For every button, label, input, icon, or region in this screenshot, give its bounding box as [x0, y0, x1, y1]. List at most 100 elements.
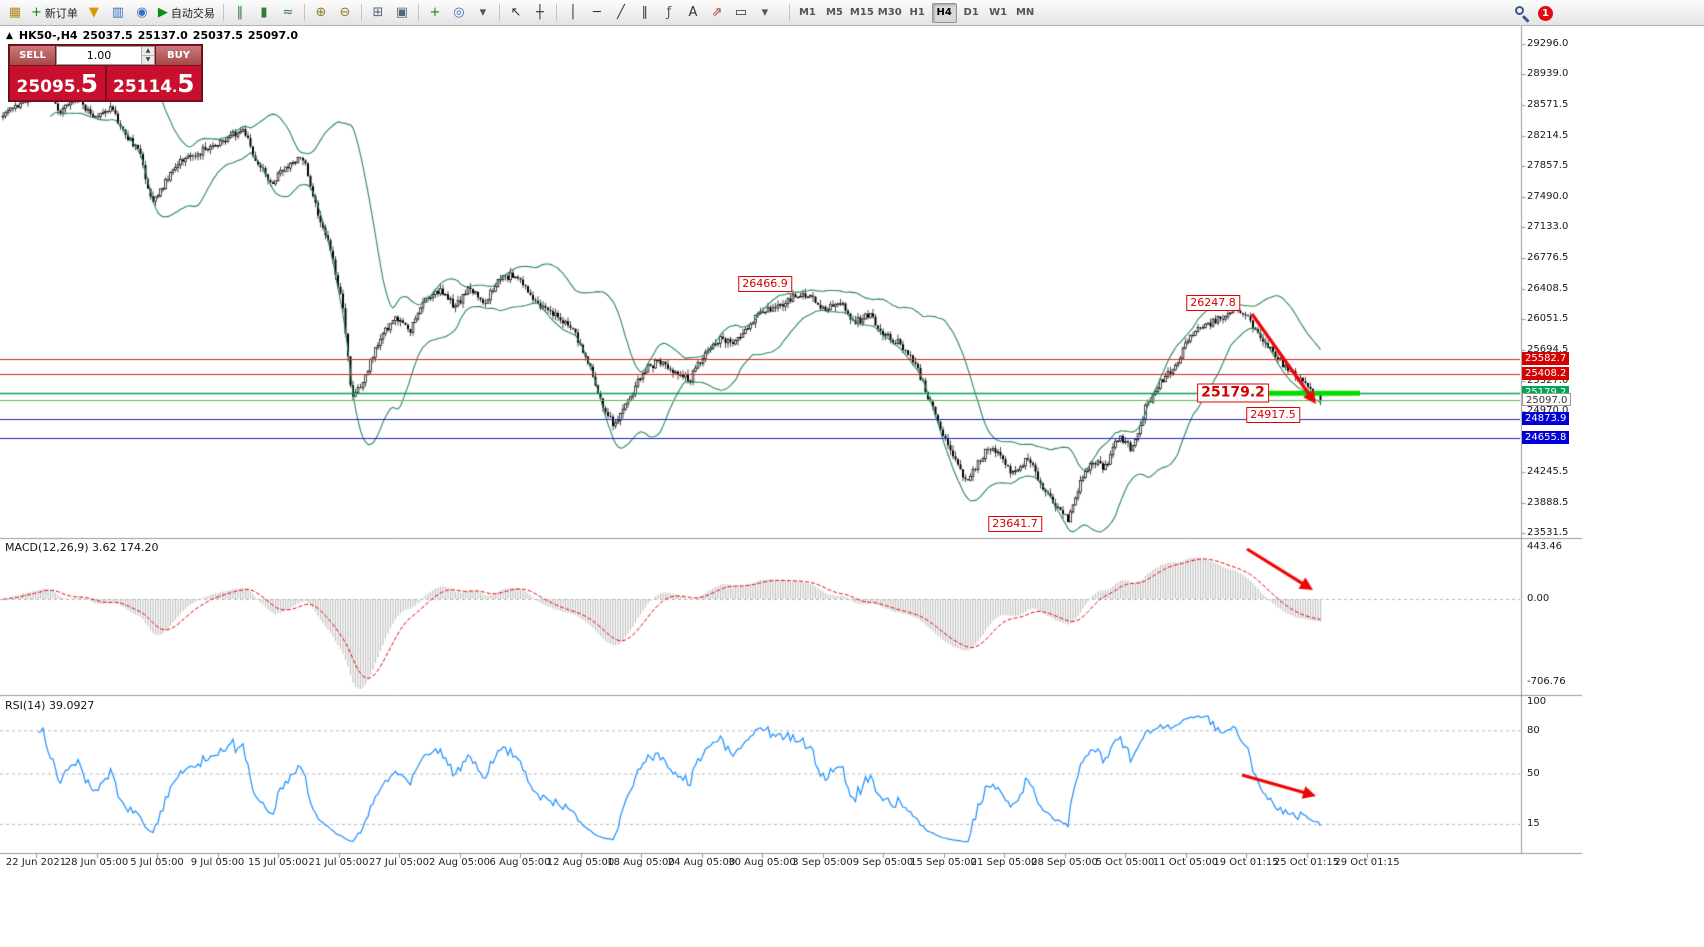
toolbar-separator: [498, 4, 500, 21]
bar-chart-button[interactable]: ‖: [229, 2, 251, 24]
toolbar-button-groups: ▦ + 新订单 ▼ ▥ ◉ ▶ 自动交易 ‖ ▮ ≈ ⊕ ⊖ ⊞ ▣ + ◎ ▾ ↖ ┼ │ ─ ╱ ∥ ƒ A ⇗ ▭ ▾: [3, 2, 777, 24]
candlestick-chart-button[interactable]: ▮: [253, 2, 275, 24]
toolbar-separator: [788, 4, 790, 21]
fibonacci-button[interactable]: ƒ: [658, 2, 680, 24]
volume-stepper: 1.00 ▲ ▼: [56, 46, 155, 65]
autotrading-icon: ▶: [157, 5, 168, 20]
periods-button[interactable]: ◎: [448, 2, 470, 24]
zoom-out-icon: ⊖: [339, 5, 351, 20]
macd-indicator-label: MACD(12,26,9) 3.62 174.20: [5, 541, 159, 554]
fibonacci-icon: ƒ: [666, 5, 672, 20]
sell-price-main: 25095: [16, 77, 76, 97]
tile-windows-icon: ⊞: [372, 5, 384, 20]
search-icon-handle: [1522, 15, 1530, 23]
quote-close: 25097.0: [247, 29, 299, 42]
timeframe-m15[interactable]: M15: [849, 7, 874, 18]
volume-spin-buttons: ▲ ▼: [141, 47, 154, 64]
vertical-line-icon: │: [568, 5, 577, 20]
sell-button[interactable]: SELL: [10, 46, 55, 65]
timeframe-h4[interactable]: H4: [931, 2, 957, 23]
buy-price-dot: .: [172, 81, 178, 96]
one-click-trading-panel: SELL 1.00 ▲ ▼ BUY 25095. 5 25114. 5: [8, 44, 203, 102]
oneclick-collapse-icon[interactable]: ▲: [6, 30, 13, 41]
tile-windows-button[interactable]: ⊞: [367, 2, 389, 24]
toolbar-separator: [360, 4, 362, 21]
main-toolbar: ▦ + 新订单 ▼ ▥ ◉ ▶ 自动交易 ‖ ▮ ≈ ⊕ ⊖ ⊞ ▣ + ◎ ▾ ↖ ┼ │ ─ ╱ ∥ ƒ A ⇗ ▭ ▾ M1 M5 M…: [0, 0, 1704, 26]
toolbar-separator: [555, 4, 557, 21]
new-order-button[interactable]: + 新订单: [28, 2, 81, 24]
autotrading-button-label: 自动交易: [170, 6, 215, 20]
text-button[interactable]: A: [682, 2, 704, 24]
toolbar-separator: [417, 4, 419, 21]
trendline-button[interactable]: ╱: [610, 2, 632, 24]
cascade-windows-button[interactable]: ▣: [391, 2, 413, 24]
bar-chart-icon: ‖: [236, 5, 244, 20]
volume-down-button[interactable]: ▼: [142, 56, 154, 64]
timeframe-m1[interactable]: M1: [798, 7, 816, 18]
indicators-button[interactable]: +: [424, 2, 446, 24]
channel-icon: ∥: [641, 5, 649, 20]
search-icon[interactable]: [1512, 3, 1532, 23]
new-chart-icon: ▦: [8, 5, 22, 20]
volume-up-button[interactable]: ▲: [142, 47, 154, 56]
zoom-in-icon: ⊕: [315, 5, 327, 20]
timeframe-toolbar: M1 M5 M15 M30 H1 H4 D1 W1 MN: [785, 2, 1039, 23]
sell-price-button[interactable]: 25095. 5: [10, 66, 105, 100]
crosshair-icon: ┼: [535, 5, 544, 20]
sell-price-dot: .: [75, 81, 81, 96]
buy-button[interactable]: BUY: [156, 46, 201, 65]
line-chart-button[interactable]: ≈: [277, 2, 299, 24]
timeframe-m5[interactable]: M5: [825, 7, 843, 18]
timeframe-m30[interactable]: M30: [877, 7, 902, 18]
cursor-icon: ↖: [510, 5, 522, 20]
line-chart-icon: ≈: [282, 5, 294, 20]
navigator-icon: ◉: [136, 5, 148, 20]
templates-button[interactable]: ▾: [472, 2, 494, 24]
more-tools-button[interactable]: ▾: [754, 2, 776, 24]
text-icon: A: [688, 5, 698, 20]
autotrading-button[interactable]: ▶ 自动交易: [155, 2, 218, 24]
candlestick-chart-icon: ▮: [260, 5, 268, 20]
new-chart-button[interactable]: ▦: [4, 2, 26, 24]
sell-price-pip: 5: [80, 69, 98, 98]
quote-bar: ▲ HK50-,H4 25037.5 25137.0 25037.5 25097…: [6, 29, 298, 42]
chart-symbol-period: HK50-,H4: [18, 29, 78, 42]
timeframe-mn[interactable]: MN: [1015, 7, 1035, 18]
notification-badge[interactable]: 1: [1538, 5, 1553, 21]
horizontal-line-button[interactable]: ─: [586, 2, 608, 24]
navigator-button[interactable]: ◉: [131, 2, 153, 24]
vertical-line-button[interactable]: │: [562, 2, 584, 24]
shapes-icon: ▭: [734, 5, 748, 20]
buy-price-main: 25114: [112, 77, 173, 97]
horizontal-line-icon: ─: [592, 5, 601, 20]
toolbar-separator: [303, 4, 305, 21]
arrows-icon: ⇗: [711, 5, 723, 20]
cursor-button[interactable]: ↖: [505, 2, 527, 24]
market-watch-button[interactable]: ▥: [107, 2, 129, 24]
new-order-button-label: 新订单: [44, 6, 78, 20]
channel-button[interactable]: ∥: [634, 2, 656, 24]
toolbar-separator: [222, 4, 224, 21]
zoom-out-button[interactable]: ⊖: [334, 2, 356, 24]
cascade-windows-icon: ▣: [395, 5, 409, 20]
timeframe-h1[interactable]: H1: [909, 7, 925, 18]
timeframe-w1[interactable]: W1: [989, 7, 1008, 18]
new-order-icon: +: [31, 5, 42, 20]
volume-input[interactable]: 1.00: [86, 49, 112, 62]
zoom-in-button[interactable]: ⊕: [310, 2, 332, 24]
rsi-indicator-label: RSI(14) 39.0927: [5, 699, 95, 712]
indicators-icon: +: [429, 5, 441, 20]
quote-low: 25037.5: [192, 29, 243, 42]
profiles-icon: ▼: [88, 5, 99, 20]
search-icon-circle: [1515, 6, 1524, 15]
timeframe-d1[interactable]: D1: [963, 7, 979, 18]
quote-open: 25037.5: [82, 29, 133, 42]
toolbar-right: 1: [1512, 2, 1553, 24]
buy-price-button[interactable]: 25114. 5: [106, 66, 201, 100]
profiles-button[interactable]: ▼: [83, 2, 105, 24]
templates-icon: ▾: [479, 5, 487, 20]
crosshair-button[interactable]: ┼: [529, 2, 551, 24]
shapes-button[interactable]: ▭: [730, 2, 752, 24]
arrows-button[interactable]: ⇗: [706, 2, 728, 24]
